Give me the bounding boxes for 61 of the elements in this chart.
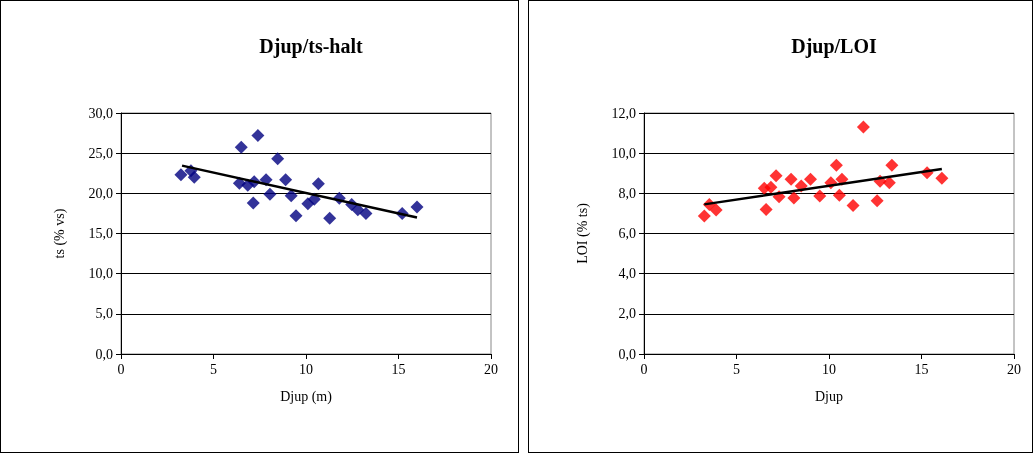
point <box>784 172 798 186</box>
y-tick-label: 15,0 <box>88 226 113 241</box>
y-axis-title: ts (% vs) <box>51 208 68 259</box>
x-axis-title: Djup (m) <box>280 388 333 405</box>
point <box>832 188 846 202</box>
y-tick-label: 10,0 <box>88 266 113 282</box>
point <box>323 211 337 225</box>
x-tick-label: 15 <box>914 361 929 377</box>
point <box>279 173 293 187</box>
point <box>769 169 783 183</box>
x-tick-label: 15 <box>391 361 406 377</box>
point <box>870 194 884 208</box>
point <box>410 200 424 214</box>
x-tick-label: 0 <box>640 361 648 377</box>
point <box>311 177 325 191</box>
point <box>759 202 773 216</box>
chart-title: Djup/ts-halt <box>259 35 364 58</box>
y-tick-label: 2,0 <box>618 306 636 322</box>
y-tick-label: 12,0 <box>611 105 636 121</box>
point <box>885 158 899 172</box>
y-tick-label: 6,0 <box>618 226 636 241</box>
y-tick-label: 10,0 <box>611 145 636 161</box>
point <box>359 206 373 220</box>
point <box>846 198 860 212</box>
point <box>935 171 949 185</box>
point <box>246 196 260 210</box>
point <box>174 168 188 182</box>
x-axis-title: Djup <box>815 388 843 404</box>
point <box>263 187 277 201</box>
point <box>787 191 801 205</box>
point <box>804 172 817 186</box>
y-axis-title: LOI (% ts) <box>574 202 591 264</box>
chart-title: Djup/LOI <box>791 35 878 58</box>
y-tick-label: 8,0 <box>618 185 636 201</box>
x-tick-label: 20 <box>484 361 498 377</box>
x-tick-label: 0 <box>117 361 125 377</box>
point <box>234 140 248 154</box>
point <box>882 176 896 190</box>
x-tick-label: 10 <box>822 361 836 377</box>
point <box>284 189 298 203</box>
point <box>829 158 843 172</box>
y-tick-label: 20,0 <box>88 185 113 201</box>
y-tick-label: 25,0 <box>88 145 113 161</box>
y-tick-label: 4,0 <box>618 266 636 282</box>
x-tick-label: 20 <box>1007 361 1021 377</box>
point <box>813 189 827 203</box>
x-tick-label: 10 <box>299 361 313 377</box>
point <box>251 128 265 142</box>
y-tick-label: 0,0 <box>95 346 113 362</box>
y-tick-label: 5,0 <box>95 306 113 322</box>
y-tick-label: 30,0 <box>88 105 113 121</box>
x-tick-label: 5 <box>733 361 740 377</box>
point <box>271 152 285 166</box>
point <box>764 180 778 194</box>
y-tick-label: 0,0 <box>618 346 636 362</box>
point <box>709 203 723 217</box>
point <box>697 209 711 223</box>
point <box>856 120 870 134</box>
x-tick-label: 5 <box>210 361 217 377</box>
point <box>289 209 303 223</box>
point <box>187 170 201 184</box>
